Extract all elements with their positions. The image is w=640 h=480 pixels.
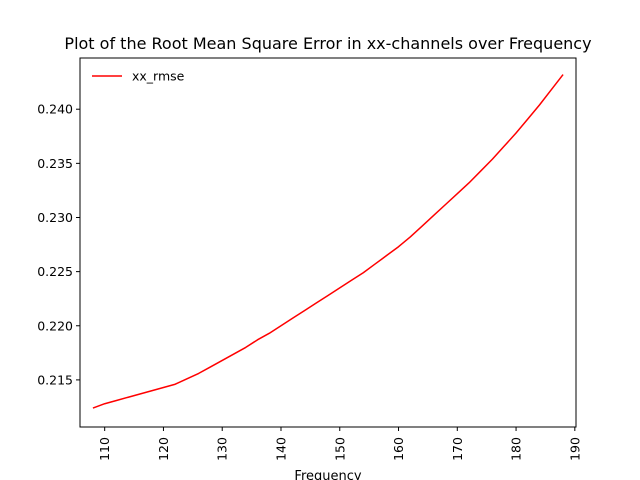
x-tick-label: 160 [391, 437, 406, 461]
y-tick-label: 0.235 [37, 156, 73, 171]
y-tick-label: 0.220 [37, 318, 73, 333]
series-line-xx-rmse [92, 74, 564, 409]
x-tick-label: 170 [450, 437, 465, 461]
x-tick-label: 130 [215, 437, 230, 461]
y-axis: 0.215 0.220 0.225 0.230 0.235 0.240 [37, 102, 80, 387]
legend-label-xx-rmse: xx_rmse [132, 69, 185, 84]
chart-title: Plot of the Root Mean Square Error in xx… [64, 34, 591, 53]
x-tick-label: 190 [567, 437, 582, 461]
x-tick-label: 140 [273, 437, 288, 461]
x-tick-label: 150 [332, 437, 347, 461]
y-tick-label: 0.215 [37, 372, 73, 387]
y-tick-label: 0.225 [37, 264, 73, 279]
axes-frame [79, 57, 577, 428]
x-tick-label: 180 [509, 437, 524, 461]
y-tick-label: 0.240 [37, 102, 73, 117]
legend: xx_rmse [92, 69, 185, 84]
x-tick-label: 110 [97, 437, 112, 461]
x-tick-label: 120 [156, 437, 171, 461]
x-axis: 110 120 130 140 150 160 170 180 190 [97, 427, 582, 461]
x-axis-label: Frequency [294, 469, 361, 480]
y-tick-label: 0.230 [37, 210, 73, 225]
plot-area [92, 74, 564, 409]
